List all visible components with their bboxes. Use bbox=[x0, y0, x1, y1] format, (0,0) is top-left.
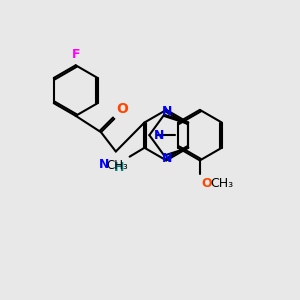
Text: N: N bbox=[154, 129, 164, 142]
Text: CH₃: CH₃ bbox=[106, 159, 128, 172]
Text: N: N bbox=[162, 152, 172, 165]
Text: O: O bbox=[201, 177, 212, 190]
Text: N: N bbox=[99, 158, 109, 171]
Text: F: F bbox=[71, 48, 80, 61]
Text: H: H bbox=[114, 161, 125, 174]
Text: O: O bbox=[116, 102, 128, 116]
Text: N: N bbox=[162, 105, 172, 118]
Text: CH₃: CH₃ bbox=[210, 177, 233, 190]
